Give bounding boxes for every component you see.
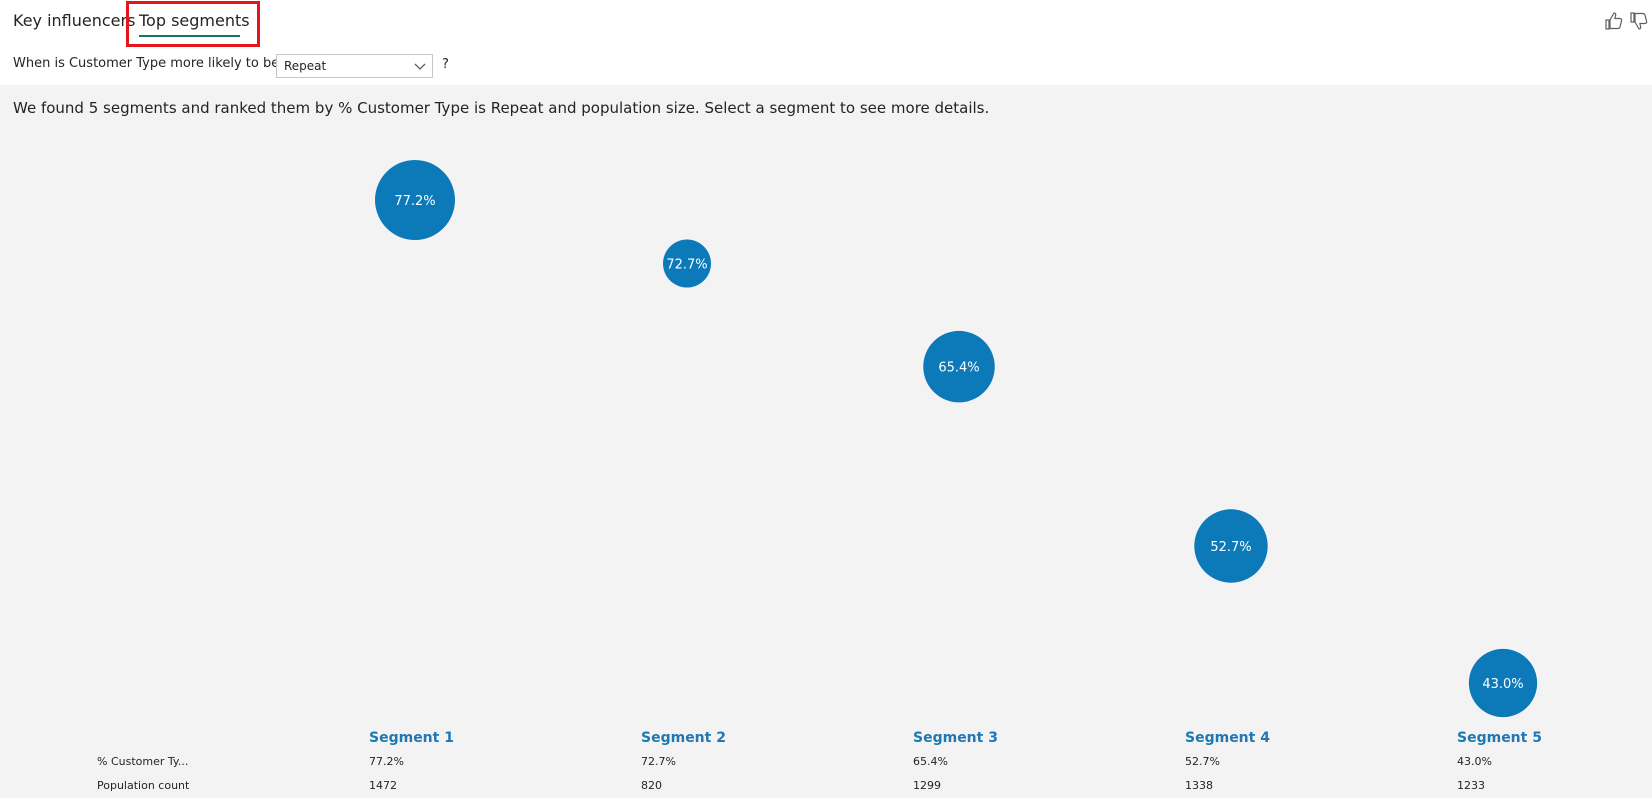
thumbs-up-icon[interactable] xyxy=(1604,11,1624,31)
segment-bubble-4[interactable] xyxy=(1194,509,1268,583)
segment-percent-1: 77.2% xyxy=(369,755,404,768)
summary-text: We found 5 segments and ranked them by %… xyxy=(13,99,990,117)
segment-percent-4: 52.7% xyxy=(1185,755,1220,768)
segment-population-1: 1472 xyxy=(369,779,397,792)
bubble-label-4: 52.7% xyxy=(1210,540,1251,555)
segment-bubble-2[interactable] xyxy=(663,239,711,288)
segment-population-5: 1233 xyxy=(1457,779,1485,792)
segment-percent-5: 43.0% xyxy=(1457,755,1492,768)
customer-type-dropdown[interactable]: Repeat xyxy=(276,54,433,78)
thumbs-down-icon[interactable] xyxy=(1629,11,1649,31)
segment-percent-2: 72.7% xyxy=(641,755,676,768)
segment-header-2[interactable]: Segment 2 xyxy=(641,730,726,746)
segment-bubble-5[interactable] xyxy=(1468,648,1538,718)
bubble-label-3: 65.4% xyxy=(938,361,979,376)
segments-panel: We found 5 segments and ranked them by %… xyxy=(0,85,1652,798)
dropdown-value: Repeat xyxy=(284,59,327,73)
bubbles-group: 77.2% 72.7% 65.4% 52.7% 43.0% xyxy=(375,160,1538,718)
tab-bar: Key influencers Top segments xyxy=(0,0,1652,47)
question-label: When is Customer Type more likely to be xyxy=(13,56,280,71)
segment-population-3: 1299 xyxy=(913,779,941,792)
row-label-population: Population count xyxy=(97,779,190,792)
segment-percent-3: 65.4% xyxy=(913,755,948,768)
active-tab-indicator xyxy=(139,35,240,37)
segment-bubble-1[interactable] xyxy=(375,160,455,240)
tab-key-influencers[interactable]: Key influencers xyxy=(13,11,136,30)
segment-population-2: 820 xyxy=(641,779,662,792)
segment-header-3[interactable]: Segment 3 xyxy=(913,730,998,746)
chevron-down-icon xyxy=(414,63,426,70)
row-label-percent: % Customer Ty... xyxy=(97,755,189,768)
segment-population-4: 1338 xyxy=(1185,779,1213,792)
tab-top-segments[interactable]: Top segments xyxy=(139,11,250,30)
bubble-label-1: 77.2% xyxy=(394,194,435,209)
segment-bubble-3[interactable] xyxy=(923,330,995,403)
segment-header-1[interactable]: Segment 1 xyxy=(369,730,454,746)
segment-header-4[interactable]: Segment 4 xyxy=(1185,730,1270,746)
help-icon[interactable]: ? xyxy=(442,57,449,72)
bubble-label-5: 43.0% xyxy=(1482,677,1523,692)
segment-header-5[interactable]: Segment 5 xyxy=(1457,730,1542,746)
question-row: When is Customer Type more likely to be … xyxy=(13,54,613,78)
segments-bubble-chart: 77.2% 72.7% 65.4% 52.7% 43.0% xyxy=(375,160,1538,718)
bubble-label-2: 72.7% xyxy=(666,258,707,273)
